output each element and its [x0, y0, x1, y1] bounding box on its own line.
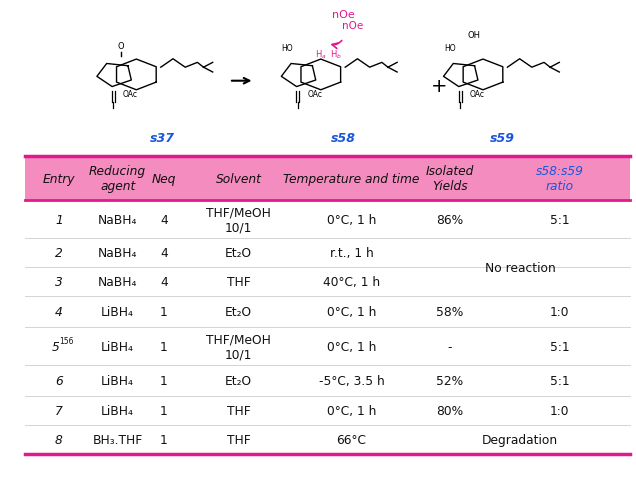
Text: Et₂O: Et₂O: [225, 374, 252, 387]
Text: Entry: Entry: [43, 172, 75, 185]
Text: -5°C, 3.5 h: -5°C, 3.5 h: [319, 374, 384, 387]
Text: s58: s58: [331, 131, 356, 144]
Text: 66°C: 66°C: [336, 433, 366, 446]
Text: 1:0: 1:0: [550, 306, 569, 319]
Text: 1: 1: [160, 433, 168, 446]
Text: Reducing
agent: Reducing agent: [89, 165, 146, 193]
Text: Temperature and time: Temperature and time: [283, 172, 420, 185]
Text: THF: THF: [226, 433, 251, 446]
Text: Degradation: Degradation: [482, 433, 558, 446]
Text: r.t., 1 h: r.t., 1 h: [329, 246, 373, 260]
Text: 5:1: 5:1: [550, 213, 569, 226]
Text: 4: 4: [160, 246, 168, 260]
Text: 7: 7: [55, 404, 63, 417]
Text: 156: 156: [59, 337, 74, 345]
Text: BH₃.THF: BH₃.THF: [92, 433, 143, 446]
Text: 1: 1: [160, 404, 168, 417]
Text: 4: 4: [160, 276, 168, 289]
Text: Et₂O: Et₂O: [225, 246, 252, 260]
Text: O: O: [118, 42, 125, 51]
Text: THF/MeOH
10/1: THF/MeOH 10/1: [206, 206, 271, 233]
Text: 0°C, 1 h: 0°C, 1 h: [327, 213, 376, 226]
Text: 0°C, 1 h: 0°C, 1 h: [327, 306, 376, 319]
Text: 3: 3: [55, 276, 63, 289]
Text: 58%: 58%: [436, 306, 464, 319]
Bar: [25, 157, 630, 201]
Text: -: -: [448, 340, 452, 353]
Text: Neq: Neq: [151, 172, 176, 185]
Text: 1: 1: [160, 306, 168, 319]
Text: NaBH₄: NaBH₄: [98, 213, 137, 226]
Text: OAc: OAc: [123, 90, 138, 99]
Text: s37: s37: [149, 131, 175, 144]
Text: 2: 2: [55, 246, 63, 260]
Text: nOe: nOe: [342, 21, 364, 31]
Text: HO: HO: [282, 44, 293, 53]
Text: H$_b$: H$_b$: [330, 49, 342, 61]
Text: +: +: [431, 77, 447, 96]
Text: 86%: 86%: [436, 213, 464, 226]
Text: 1: 1: [160, 340, 168, 353]
Text: 4: 4: [55, 306, 63, 319]
Text: 6: 6: [55, 374, 63, 387]
Text: LiBH₄: LiBH₄: [101, 306, 134, 319]
Text: THF: THF: [226, 404, 251, 417]
Text: 5: 5: [52, 340, 60, 353]
Text: 5:1: 5:1: [550, 340, 569, 353]
Text: 1: 1: [55, 213, 63, 226]
Text: Et₂O: Et₂O: [225, 306, 252, 319]
Text: THF: THF: [226, 276, 251, 289]
Text: 0°C, 1 h: 0°C, 1 h: [327, 340, 376, 353]
Text: OH: OH: [467, 31, 480, 40]
Text: 52%: 52%: [436, 374, 464, 387]
Text: LiBH₄: LiBH₄: [101, 404, 134, 417]
Text: s58:s59
ratio: s58:s59 ratio: [536, 165, 584, 193]
Text: THF/MeOH
10/1: THF/MeOH 10/1: [206, 333, 271, 360]
Text: OAc: OAc: [307, 90, 322, 99]
Text: 0°C, 1 h: 0°C, 1 h: [327, 404, 376, 417]
Text: NaBH₄: NaBH₄: [98, 276, 137, 289]
Text: LiBH₄: LiBH₄: [101, 340, 134, 353]
Text: Isolated
Yields: Isolated Yields: [425, 165, 474, 193]
Text: nOe: nOe: [332, 10, 355, 20]
Text: NaBH₄: NaBH₄: [98, 246, 137, 260]
Text: 5:1: 5:1: [550, 374, 569, 387]
Text: 80%: 80%: [436, 404, 464, 417]
Text: H$_a$: H$_a$: [315, 49, 327, 61]
Text: 4: 4: [160, 213, 168, 226]
Text: 1: 1: [160, 374, 168, 387]
Text: 8: 8: [55, 433, 63, 446]
Bar: [0, 0, 636, 157]
Text: Solvent: Solvent: [216, 172, 261, 185]
Text: No reaction: No reaction: [485, 261, 555, 274]
Text: s59: s59: [490, 131, 515, 144]
Text: OAc: OAc: [469, 90, 485, 99]
Text: 40°C, 1 h: 40°C, 1 h: [323, 276, 380, 289]
Text: LiBH₄: LiBH₄: [101, 374, 134, 387]
Text: HO: HO: [444, 44, 455, 53]
Text: 1:0: 1:0: [550, 404, 569, 417]
